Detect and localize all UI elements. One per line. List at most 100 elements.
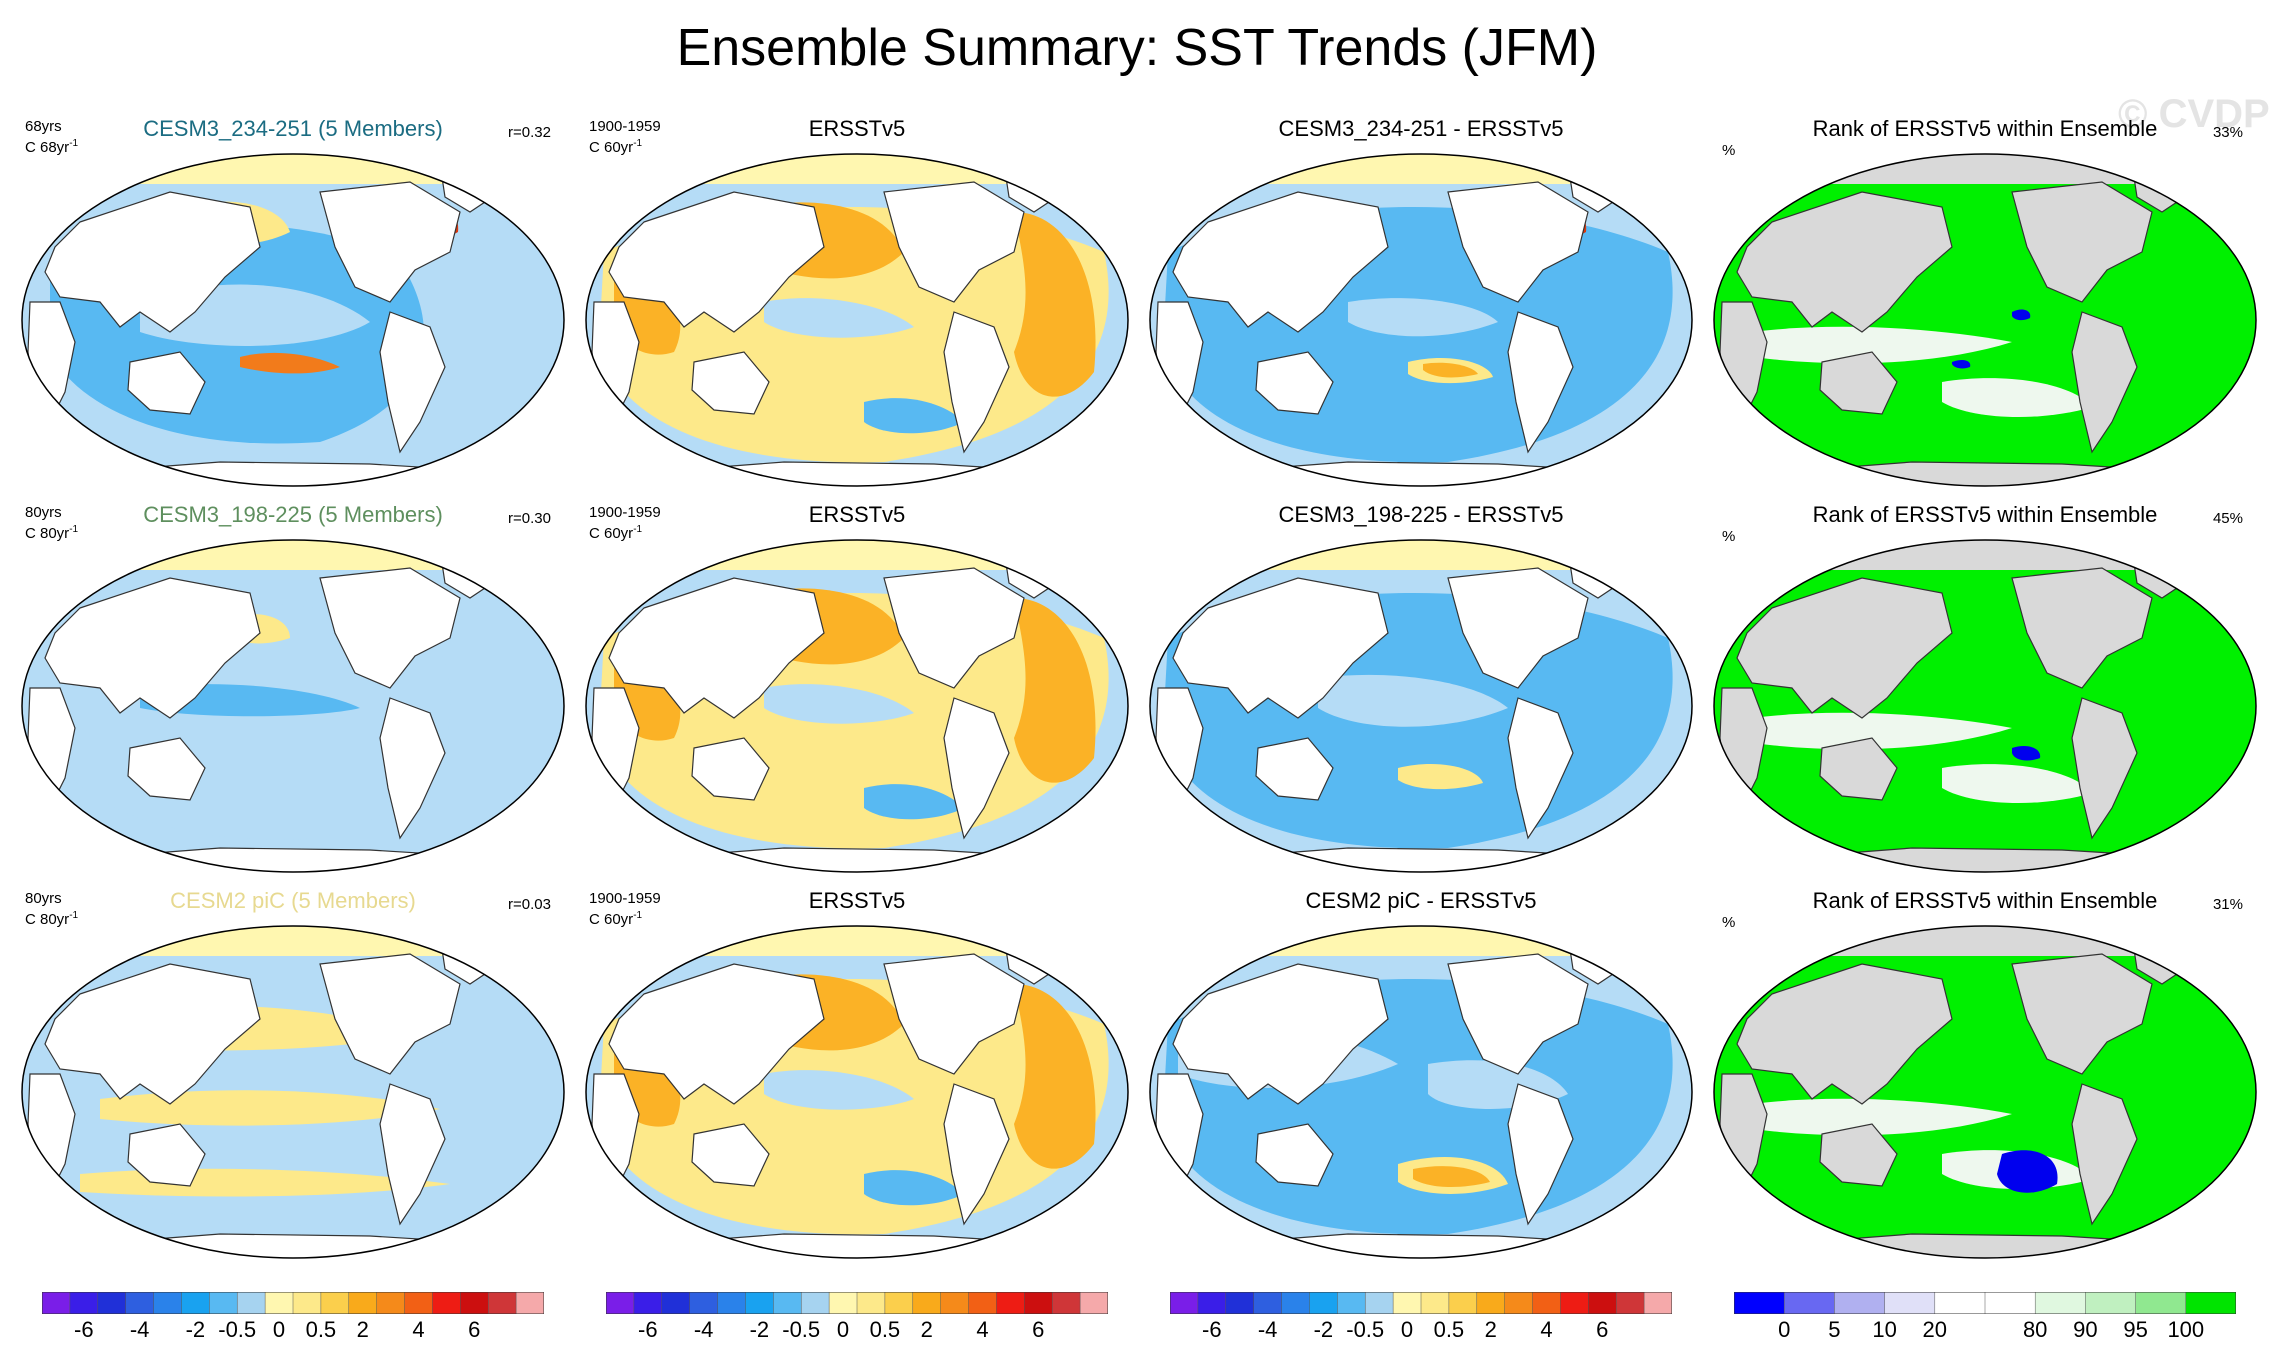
- colorbar-swatch: [1051, 1292, 1081, 1314]
- colorbar-swatch: [912, 1292, 942, 1314]
- samerica-landmass: [2071, 311, 2138, 454]
- field-region: [1752, 712, 2012, 750]
- sea-ice-region: [1150, 926, 1692, 956]
- colorbar-swatch: [745, 1292, 775, 1314]
- model-units-text: C 80yr: [25, 525, 70, 542]
- pattern-correlation: r=0.32: [508, 124, 551, 141]
- colorbar-swatch: [773, 1292, 802, 1314]
- field-region: [1997, 1150, 2058, 1193]
- australia-landmass: [1819, 351, 1898, 415]
- namerica-landmass: [319, 953, 461, 1075]
- obs-years: 1900-1959: [589, 118, 661, 135]
- obs-period-label: 1900-1959 C 60yr-1: [589, 118, 661, 156]
- colorbar-swatch: [515, 1292, 544, 1314]
- colorbar-tick-label: 0: [836, 1317, 850, 1342]
- figure-title: Ensemble Summary: SST Trends (JFM): [676, 19, 1598, 77]
- field-region: [1348, 298, 1498, 337]
- colorbar-tick-label: 100: [2167, 1317, 2205, 1342]
- colorbar-tick-label: 5: [1828, 1317, 1841, 1342]
- colorbar-swatch: [2135, 1292, 2187, 1314]
- colorbar-swatch: [1615, 1292, 1645, 1314]
- rank-map: [1713, 925, 2257, 1259]
- colorbar-tick-label: 6: [1596, 1317, 1609, 1342]
- namerica-landmass: [883, 953, 1025, 1075]
- obs-panel-title: ERSSTv5: [808, 888, 906, 913]
- obs-map: [585, 539, 1129, 873]
- sea-ice-region: [586, 154, 1128, 184]
- namerica-landmass: [2011, 181, 2153, 303]
- field-region: [864, 784, 964, 820]
- field-region: [864, 1170, 964, 1206]
- obs-panel-title: ERSSTv5: [808, 502, 906, 527]
- samerica-landmass: [943, 1083, 1010, 1226]
- map-border: [1149, 153, 1693, 487]
- colorbar-tick-label: 90: [2073, 1317, 2098, 1342]
- model-units: C 80yr-1: [25, 521, 78, 542]
- colorbar-swatch: [828, 1292, 858, 1314]
- colorbar-swatch: [97, 1292, 127, 1314]
- sea-ice-region: [1714, 154, 2256, 184]
- obs-map: [585, 153, 1129, 487]
- samerica-landmass: [943, 697, 1010, 840]
- antarctica-landmass: [1781, 847, 2193, 872]
- rank-percentage: 45%: [2212, 510, 2243, 527]
- rank-map: [1713, 153, 2257, 487]
- field-region: [1398, 763, 1483, 790]
- colorbar-swatch: [292, 1292, 322, 1314]
- antarctica-landmass: [89, 847, 501, 872]
- obs-units-exponent: -1: [633, 524, 643, 535]
- colorbar-swatch: [1984, 1292, 2036, 1314]
- obs-units-text: C 60yr: [589, 911, 634, 928]
- colorbar-swatch: [69, 1292, 99, 1314]
- colorbar-swatch: [1504, 1292, 1534, 1314]
- rank-percentage: 33%: [2212, 124, 2243, 141]
- colorbar-swatch: [633, 1292, 663, 1314]
- asia-landmass: [1172, 191, 1389, 333]
- colorbar-swatch: [1024, 1292, 1053, 1314]
- obs-units-exponent: -1: [633, 910, 643, 921]
- namerica-landmass: [1447, 567, 1589, 689]
- samerica-landmass: [1507, 697, 1574, 840]
- field-region: [1014, 984, 1096, 1169]
- asia-landmass: [1172, 963, 1389, 1105]
- colorbar-tick-label: 0: [1400, 1317, 1414, 1342]
- colorbar-swatch: [125, 1292, 155, 1314]
- australia-landmass: [1819, 737, 1898, 801]
- field-region: [1752, 1098, 2012, 1136]
- map-border: [21, 539, 565, 873]
- colorbar-swatch: [1734, 1292, 1785, 1314]
- colorbar-tick-label: 4: [1540, 1317, 1553, 1342]
- field-region: [2012, 746, 2041, 761]
- colorbar-swatch: [1783, 1292, 1836, 1314]
- namerica-landmass: [883, 567, 1025, 689]
- antarctica-landmass: [1217, 1233, 1629, 1258]
- colorbar-tick-label: -0.5: [1346, 1317, 1385, 1342]
- colorbar-tick-label: -2: [185, 1317, 206, 1342]
- model-period-label: 80yrs C 80yr-1: [25, 504, 78, 542]
- namerica-landmass: [883, 181, 1025, 303]
- field-region: [100, 1090, 440, 1126]
- colorbar-swatch: [264, 1292, 294, 1314]
- antarctica-landmass: [89, 461, 501, 486]
- colorbar-tick-label: -0.5: [782, 1317, 821, 1342]
- pattern-correlation: r=0.03: [508, 896, 551, 913]
- asia-landmass: [44, 963, 261, 1105]
- colorbar-swatch: [487, 1292, 517, 1314]
- colorbar-swatch: [940, 1292, 970, 1314]
- colorbar-swatch: [968, 1292, 998, 1314]
- model-map: [21, 925, 565, 1259]
- colorbar-swatch: [1476, 1292, 1506, 1314]
- colorbar-swatch: [1884, 1292, 1936, 1314]
- colorbar-swatch: [42, 1292, 71, 1314]
- namerica-landmass: [319, 181, 461, 303]
- model-units-exponent: -1: [69, 138, 79, 149]
- map-border: [585, 539, 1129, 873]
- sea-ice-region: [22, 154, 564, 184]
- diff-panel-title: CESM3_198-225 - ERSSTv5: [1278, 502, 1564, 527]
- australia-landmass: [1255, 351, 1334, 415]
- colorbar-swatch: [1309, 1292, 1339, 1314]
- colorbar-tick-label: -6: [74, 1317, 94, 1342]
- obs-years: 1900-1959: [589, 504, 661, 521]
- colorbar-swatch: [661, 1292, 691, 1314]
- namerica-landmass: [319, 567, 461, 689]
